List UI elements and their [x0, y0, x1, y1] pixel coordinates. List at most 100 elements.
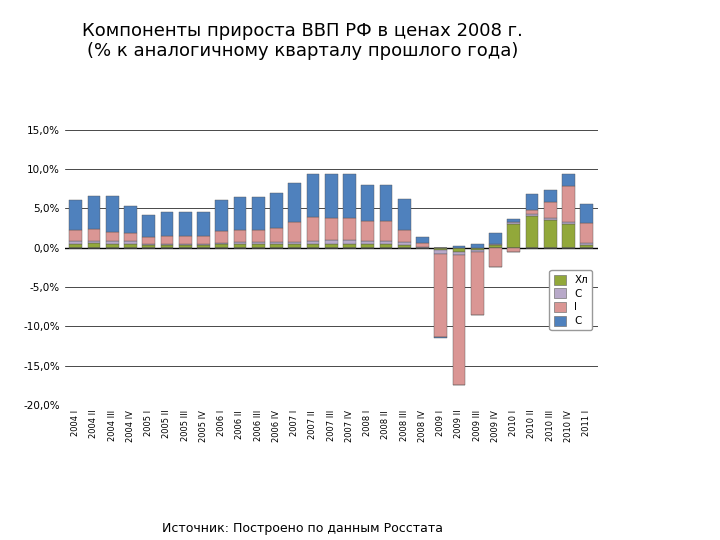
Bar	[124, 244, 137, 248]
Bar	[161, 212, 174, 236]
Bar	[544, 218, 557, 220]
Bar	[379, 185, 392, 221]
Bar	[252, 245, 265, 248]
Bar	[544, 220, 557, 248]
Text: Источник: Построено по данным Росстата: Источник: Построено по данным Росстата	[162, 522, 443, 535]
Bar	[143, 245, 155, 248]
Bar	[562, 224, 575, 248]
Bar	[161, 236, 174, 244]
Bar	[325, 218, 338, 240]
Bar	[252, 231, 265, 242]
Bar	[508, 219, 520, 222]
Bar	[471, 250, 484, 252]
Bar	[453, 248, 465, 252]
Bar	[343, 174, 356, 218]
Bar	[379, 245, 392, 248]
Bar	[143, 215, 155, 238]
Bar	[343, 240, 356, 244]
Bar	[580, 223, 593, 243]
Bar	[562, 221, 575, 224]
Bar	[233, 245, 246, 248]
Bar	[434, 254, 447, 336]
Bar	[106, 241, 119, 244]
Bar	[143, 244, 155, 245]
Bar	[288, 183, 301, 222]
Bar	[361, 245, 374, 248]
Bar	[69, 200, 82, 230]
Bar	[526, 194, 539, 210]
Bar	[416, 243, 429, 247]
Bar	[197, 244, 210, 245]
Bar	[106, 244, 119, 248]
Bar	[434, 250, 447, 254]
Bar	[88, 195, 100, 229]
Bar	[379, 221, 392, 240]
Bar	[124, 206, 137, 233]
Bar	[471, 244, 484, 248]
Bar	[215, 231, 228, 243]
Bar	[270, 245, 283, 248]
Bar	[397, 199, 410, 231]
Bar	[379, 240, 392, 245]
Bar	[161, 245, 174, 248]
Bar	[580, 204, 593, 223]
Bar	[106, 197, 119, 232]
Bar	[562, 174, 575, 186]
Bar	[69, 230, 82, 241]
Bar	[325, 244, 338, 248]
Bar	[252, 242, 265, 245]
Bar	[580, 245, 593, 248]
Bar	[270, 193, 283, 228]
Bar	[343, 218, 356, 240]
Bar	[453, 246, 465, 248]
Bar	[288, 245, 301, 248]
Bar	[508, 224, 520, 248]
Bar	[161, 244, 174, 245]
Bar	[343, 244, 356, 248]
Bar	[252, 197, 265, 231]
Legend: Хл, С, I, С: Хл, С, I, С	[549, 271, 593, 330]
Bar	[361, 240, 374, 245]
Bar	[508, 222, 520, 224]
Bar	[124, 233, 137, 241]
Bar	[361, 185, 374, 221]
Bar	[307, 217, 320, 240]
Bar	[179, 212, 192, 236]
Bar	[471, 248, 484, 250]
Bar	[270, 242, 283, 245]
Bar	[215, 243, 228, 245]
Bar	[489, 245, 502, 248]
Bar	[197, 245, 210, 248]
Bar	[88, 229, 100, 240]
Bar	[397, 242, 410, 245]
Bar	[526, 210, 539, 214]
Bar	[179, 244, 192, 245]
Bar	[88, 243, 100, 248]
Bar	[270, 228, 283, 242]
Bar	[233, 231, 246, 242]
Bar	[434, 336, 447, 338]
Bar	[325, 174, 338, 218]
Bar	[233, 197, 246, 231]
Bar	[526, 214, 539, 216]
Bar	[489, 248, 502, 267]
Bar	[453, 255, 465, 384]
Bar	[397, 245, 410, 248]
Bar	[325, 240, 338, 244]
Bar	[544, 190, 557, 202]
Bar	[416, 237, 429, 243]
Bar	[124, 241, 137, 244]
Bar	[416, 247, 429, 248]
Bar	[307, 240, 320, 245]
Bar	[361, 221, 374, 240]
Bar	[143, 238, 155, 244]
Bar	[233, 242, 246, 245]
Bar	[397, 231, 410, 242]
Bar	[179, 245, 192, 248]
Text: Компоненты прироста ВВП РФ в ценах 2008 г.
(% к аналогичному кварталу прошлого г: Компоненты прироста ВВП РФ в ценах 2008 …	[82, 22, 523, 60]
Bar	[307, 174, 320, 217]
Bar	[288, 242, 301, 245]
Bar	[106, 232, 119, 241]
Bar	[69, 241, 82, 244]
Bar	[288, 222, 301, 242]
